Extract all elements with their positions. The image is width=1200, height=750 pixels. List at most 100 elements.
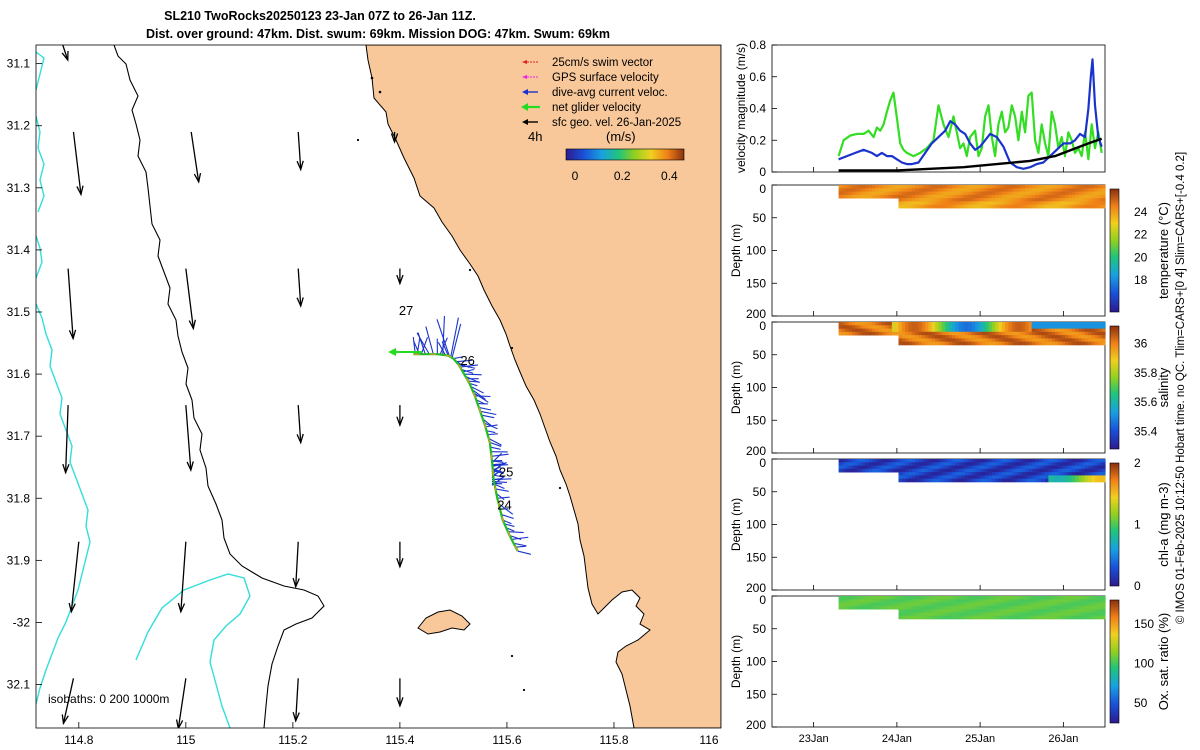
- current-vector: [456, 359, 473, 363]
- geo-vector: [396, 678, 404, 708]
- current-vector: [470, 386, 484, 394]
- velocity-ytick-label: 0.8: [749, 38, 766, 52]
- section-colorbar-tick: 35.4: [1134, 424, 1158, 438]
- current-vector: [481, 414, 495, 419]
- current-vector: [471, 389, 486, 400]
- current-vector: [509, 534, 522, 540]
- interval-label: 4h: [528, 129, 542, 144]
- geo-vector: [396, 541, 404, 569]
- current-vector: [462, 368, 475, 373]
- current-vector: [488, 438, 502, 446]
- section-colorbar-tick: 150: [1134, 617, 1154, 631]
- islet: [378, 90, 382, 94]
- section-colorbar-label: salinity: [1156, 367, 1171, 407]
- section-colorbar-tick: 35.6: [1134, 395, 1158, 409]
- velocity-ylabel: velocity magnitude (m/s): [734, 43, 748, 173]
- geo-vector: [390, 131, 399, 144]
- section-colorbar-tick: 35.8: [1134, 366, 1158, 380]
- velocity-series: [837, 58, 1103, 172]
- land-mass: [365, 45, 721, 728]
- geo-vector: [175, 678, 187, 728]
- section-ytick-label: 150: [746, 550, 766, 564]
- current-vector: [439, 337, 448, 355]
- section-ytick-label: 100: [746, 381, 766, 395]
- section-ytick-label: 200: [746, 718, 766, 732]
- section-ylabel: Depth (m): [729, 224, 743, 277]
- section-ytick-label: 200: [746, 307, 766, 321]
- section-ytick-label: 100: [746, 655, 766, 669]
- section-ylabel: Depth (m): [729, 361, 743, 414]
- velocity-series-line: [838, 137, 1103, 172]
- map-ytick-label: 31.7: [7, 429, 31, 443]
- velocity-ytick-label: 0.6: [749, 70, 766, 84]
- isobath-label: isobaths: 0 200 1000m: [48, 692, 169, 706]
- oxygen-section-field: [838, 596, 1106, 620]
- current-vector: [437, 342, 446, 356]
- section-ytick-label: 0: [759, 182, 766, 196]
- velocity-series-line: [837, 91, 1103, 161]
- current-vector: [486, 430, 496, 434]
- current-vector: [489, 441, 502, 447]
- current-vector: [487, 433, 498, 436]
- map-xtick-label: 115: [176, 733, 195, 747]
- current-vector: [513, 542, 527, 547]
- current-vector: [460, 364, 478, 368]
- geo-vector: [296, 268, 304, 308]
- velocity-ytick-label: 0.4: [749, 102, 766, 116]
- map-xtick-label: 115.6: [492, 733, 521, 747]
- legend-label-swim: 25cm/s swim vector: [552, 57, 653, 69]
- section-ytick-label: 50: [753, 485, 767, 499]
- current-vector: [498, 503, 514, 515]
- geo-vector: [396, 268, 404, 286]
- section-colorbar-label: Ox. sat. ratio (%): [1156, 613, 1171, 711]
- section-ytick-label: 150: [746, 687, 766, 701]
- geo-vector: [296, 131, 304, 172]
- footer-note: © IMOS 01-Feb-2025 10:12:50 Hobart time.…: [1175, 152, 1187, 624]
- salinity-section-panel: 0 50 100 150 200 Depth (m) 35.4 35.6 35.8 36 salin…: [729, 319, 1171, 458]
- section-colorbar-tick: 0: [1134, 579, 1141, 593]
- current-vector: [501, 514, 514, 519]
- section-colorbar-tick: 36: [1134, 337, 1148, 351]
- section-ytick-label: 150: [746, 413, 766, 427]
- temperature-section-colorbar: [1109, 188, 1120, 313]
- current-vector: [491, 462, 507, 468]
- day-label: 27: [399, 303, 413, 318]
- map-ytick-label: 31.6: [7, 367, 31, 381]
- section-colorbar-tick: 20: [1134, 250, 1148, 264]
- isobath-200m: [113, 45, 325, 728]
- map-xtick-label: 115.8: [599, 733, 628, 747]
- current-vector: [507, 531, 524, 534]
- chla-section-field: [838, 459, 1106, 483]
- islet: [510, 346, 514, 350]
- speed-colorbar: [565, 148, 685, 161]
- section-colorbar-tick: 2: [1134, 456, 1141, 470]
- current-vector: [417, 332, 426, 355]
- map-ytick-label: 31.8: [7, 491, 31, 505]
- islet: [356, 138, 360, 142]
- velocity-ytick-label: 0.2: [749, 133, 766, 147]
- chla-section-colorbar: [1109, 462, 1120, 587]
- geo-vector: [68, 541, 80, 614]
- map-ytick-label: 31.2: [7, 119, 31, 133]
- map-xtick-label: 115.2: [278, 733, 307, 747]
- geo-vector: [296, 405, 304, 445]
- velocity-series-line: [838, 58, 1103, 170]
- current-vector: [465, 375, 480, 384]
- section-ytick-label: 200: [746, 581, 766, 595]
- section-colorbar-tick: 22: [1134, 228, 1148, 242]
- section-ytick-label: 150: [746, 276, 766, 290]
- map-ytick-label: 32.1: [7, 678, 31, 692]
- velocity-ytick-label: 0: [759, 165, 766, 179]
- geo-vector: [292, 678, 300, 723]
- section-ylabel: Depth (m): [729, 498, 743, 551]
- map-ytick-label: 31.4: [7, 243, 31, 257]
- section-colorbar-tick: 24: [1134, 205, 1148, 219]
- section-xtick-label: 24Jan: [882, 733, 912, 745]
- section-xtick-label: 23Jan: [799, 733, 829, 745]
- title-line-2: Dist. over ground: 47km. Dist. swum: 69k…: [146, 27, 610, 41]
- day-label: 25: [499, 465, 513, 480]
- map-ticks: 114.8 115 115.2 115.4 115.6 115.8 116 31.1 31.2 3…: [7, 57, 719, 747]
